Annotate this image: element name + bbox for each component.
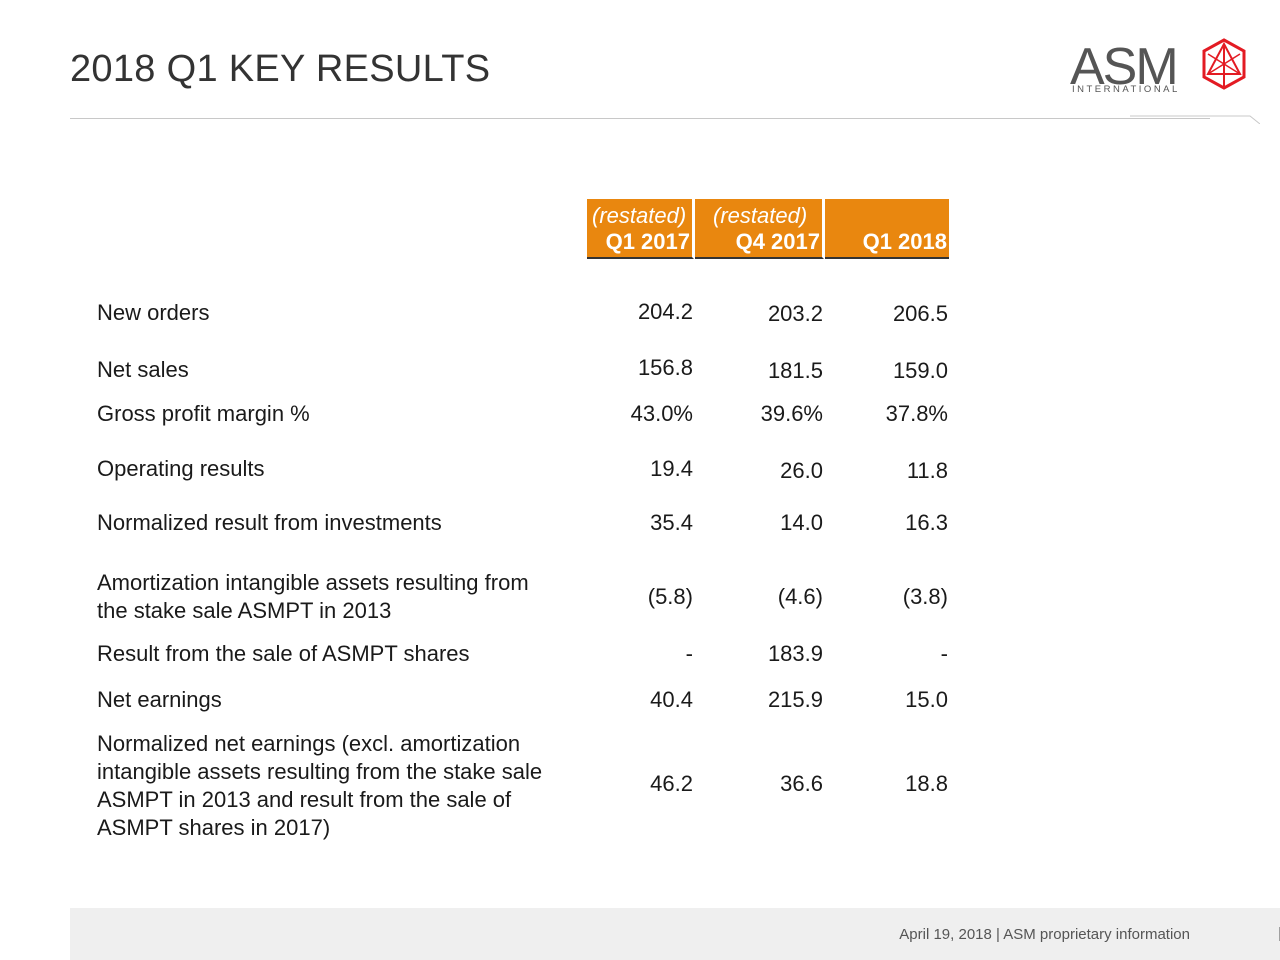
column-header-q4-2017: (restated) Q4 2017: [695, 199, 824, 259]
value-q1-2017: -: [685, 641, 693, 666]
value-q1-2018: 18.8: [905, 771, 948, 796]
value-q4-2017: 183.9: [767, 641, 823, 666]
value-q1-2017: 204.2: [637, 299, 693, 324]
value-q1-2018: 159.0: [892, 358, 948, 383]
label-line: the stake sale ASMPT in 2013: [97, 598, 392, 623]
value-q1-2018: 37.8%: [885, 401, 948, 426]
value-q4-2017: 36.6: [780, 771, 823, 796]
value-q1-2018: 11.8: [906, 458, 948, 483]
column-header-q1-2018: Q1 2018: [825, 199, 949, 259]
row-label-operating-results: Operating results: [97, 456, 265, 481]
footer-text: April 19, 2018 | ASM proprietary informa…: [899, 926, 1190, 943]
row-label-new-orders: New orders: [97, 300, 210, 325]
row-label-net-earnings: Net earnings: [97, 687, 222, 712]
label-line: ASMPT shares in 2017): [97, 815, 331, 840]
value-q1-2018: 15.0: [905, 687, 948, 712]
value-q1-2017: 46.2: [650, 771, 693, 796]
value-q1-2017: 19.4: [650, 456, 693, 481]
label-line: intangible assets resulting from the sta…: [97, 759, 543, 784]
value-q1-2017: 35.4: [650, 510, 693, 535]
restated-note: (restated): [592, 203, 687, 228]
asm-logo-icon: ASM INTERNATIONAL: [1070, 38, 1261, 125]
restated-note: (restated): [713, 203, 808, 228]
column-label: Q1 2018: [862, 229, 947, 254]
value-q1-2017: (5.8): [647, 584, 693, 609]
label-line: Amortization intangible assets resulting…: [97, 570, 529, 595]
value-q1-2018: 16.3: [905, 510, 948, 535]
value-q4-2017: 181.5: [767, 358, 823, 383]
footer-separator: |: [1278, 925, 1280, 942]
title-divider: [70, 118, 1210, 119]
value-q4-2017: 39.6%: [760, 401, 823, 426]
row-label-normalized-net-earnings: Normalized net earnings (excl. amortizat…: [97, 730, 542, 842]
row-label-net-sales: Net sales: [97, 357, 189, 382]
column-header-q1-2017: (restated) Q1 2017: [587, 199, 694, 259]
value-q4-2017: (4.6): [777, 584, 823, 609]
row-label-gross-profit-margin: Gross profit margin %: [97, 401, 310, 426]
label-line: ASMPT in 2013 and result from the sale o…: [97, 787, 512, 812]
value-q1-2017: 156.8: [637, 355, 693, 380]
column-label: Q4 2017: [735, 229, 820, 254]
value-q1-2017: 43.0%: [630, 401, 693, 426]
svg-text:ASM: ASM: [1070, 38, 1177, 96]
value-q4-2017: 203.2: [767, 301, 823, 326]
slide-title: 2018 Q1 KEY RESULTS: [70, 48, 491, 90]
value-q4-2017: 26.0: [780, 458, 823, 483]
column-label: Q1 2017: [605, 229, 690, 254]
value-q1-2018: 206.5: [892, 301, 948, 326]
value-q4-2017: 14.0: [780, 510, 823, 535]
footer: April 19, 2018 | ASM proprietary informa…: [70, 908, 1280, 960]
value-q1-2018: -: [940, 641, 948, 666]
value-q1-2017: 40.4: [650, 687, 693, 712]
svg-text:INTERNATIONAL: INTERNATIONAL: [1072, 84, 1180, 95]
value-q4-2017: 215.9: [767, 687, 823, 712]
row-label-sale-asmpt-shares: Result from the sale of ASMPT shares: [97, 641, 470, 666]
row-label-amortization: Amortization intangible assets resulting…: [97, 569, 529, 625]
value-q1-2018: (3.8): [902, 584, 948, 609]
asm-logo: ASM INTERNATIONAL: [1070, 34, 1261, 125]
label-line: Normalized net earnings (excl. amortizat…: [97, 731, 521, 756]
row-label-normalized-result-investments: Normalized result from investments: [97, 510, 442, 535]
